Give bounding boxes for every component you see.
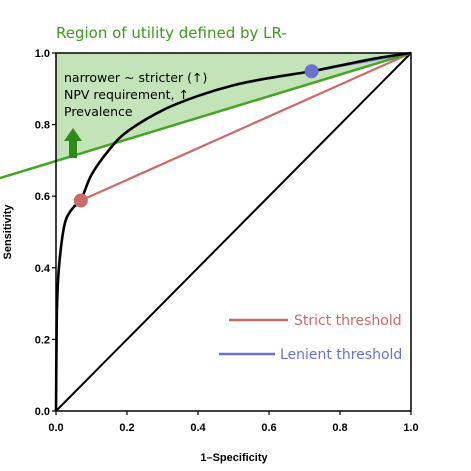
y-tick-label: 0.8 — [35, 120, 50, 132]
x-tick-label: 0.8 — [332, 422, 347, 434]
lr-minus-line — [0, 51, 412, 180]
arrow-head — [64, 128, 82, 141]
y-tick-label: 0.2 — [35, 334, 50, 346]
annotation-line-1: narrower ~ stricter (↑) — [64, 70, 207, 85]
region-annotation: narrower ~ stricter (↑) NPV requirement,… — [64, 70, 207, 119]
axis-ticks: 0.0 0.2 0.4 0.6 0.8 1.0 0.0 0.2 0.4 0.6 0.8 1.0 — [35, 48, 419, 434]
x-tick-label: 1.0 — [403, 422, 418, 434]
legend: Strict threshold Lenient threshold — [219, 313, 402, 363]
x-tick-label: 0.6 — [261, 422, 276, 434]
x-tick-label: 0.4 — [190, 422, 206, 434]
plot-frame — [55, 52, 412, 412]
y-tick-label: 1.0 — [35, 48, 50, 60]
annotation-line-2: NPV requirement, ↑ — [64, 87, 189, 102]
x-tick-label: 0.2 — [119, 422, 134, 434]
up-arrow-icon — [64, 128, 82, 158]
strict-threshold-line — [80, 51, 412, 202]
y-axis-label: Sensitivity — [2, 204, 14, 260]
x-tick-label: 0.0 — [48, 422, 63, 434]
threshold-points — [73, 64, 319, 208]
legend-label-strict: Strict threshold — [294, 313, 402, 329]
strict-threshold-point — [73, 193, 88, 208]
x-axis-label: 1–Specificity — [200, 452, 268, 464]
arrow-shaft — [69, 140, 77, 158]
y-tick-label: 0.6 — [35, 191, 50, 203]
legend-label-lenient: Lenient threshold — [280, 347, 402, 363]
y-tick-label: 0.0 — [35, 406, 50, 418]
diagonal-line — [55, 52, 412, 412]
lenient-threshold-point — [304, 64, 319, 79]
y-tick-label: 0.4 — [35, 263, 51, 275]
annotation-line-3: Prevalence — [64, 104, 133, 119]
chart-title: Region of utility defined by LR- — [56, 24, 287, 42]
